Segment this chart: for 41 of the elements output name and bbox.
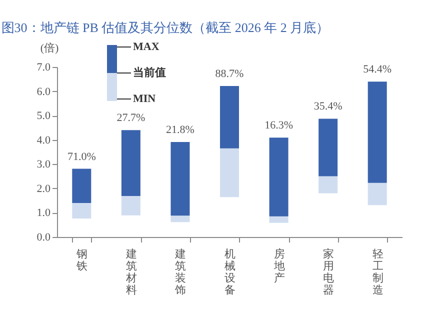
x-tick-label: 家用电器 (323, 248, 334, 296)
y-tick-label: 6.0 (36, 86, 51, 98)
bar (121, 196, 140, 216)
bar (318, 118, 338, 176)
y-tick-label: 4.0 (36, 134, 51, 146)
bar (220, 148, 239, 198)
y-tick-label: 1.0 (36, 207, 51, 220)
text: MAX (133, 41, 160, 53)
bar (368, 82, 387, 183)
bar (368, 182, 387, 206)
bar (170, 216, 190, 222)
x-tick-label: 建筑装饰 (174, 248, 186, 296)
annotation: 27.7% (116, 112, 146, 124)
y-axis-title: (倍) (40, 42, 59, 54)
bar (170, 142, 190, 216)
x-tick-label: 钢铁 (76, 248, 88, 272)
chart-title: 图30：地产链 PB 估值及其分位数（截至 2026 年 2 月底） (1, 20, 330, 35)
annotation: 54.4% (363, 64, 392, 76)
bar (72, 203, 92, 219)
bar (72, 168, 92, 203)
y-tick-label: 3.0 (36, 158, 51, 171)
x-tick-label: 建筑材料 (124, 248, 137, 296)
y-tick-label: 7.0 (36, 62, 51, 74)
annotation: 88.7% (215, 68, 244, 80)
bar (318, 176, 338, 194)
bar (269, 216, 288, 223)
annotation: 16.3% (264, 120, 293, 132)
y-tick-label: 5.0 (36, 110, 51, 122)
bar (269, 138, 288, 216)
annotation: MIN (133, 93, 156, 105)
y-tick-label: 0.0 (36, 232, 51, 244)
x-tick-label: 房地产 (272, 248, 285, 284)
bar (121, 130, 140, 196)
annotation: 35.4% (314, 100, 342, 113)
annotation: 21.8% (166, 124, 194, 136)
x-tick-label: 机械设备 (224, 248, 236, 296)
y-tick-label: 2.0 (36, 182, 51, 195)
bar (220, 86, 239, 148)
annotation: 71.0% (67, 150, 96, 163)
x-tick-label: 轻工制造 (372, 248, 384, 296)
annotation: 当前值 (133, 66, 166, 79)
